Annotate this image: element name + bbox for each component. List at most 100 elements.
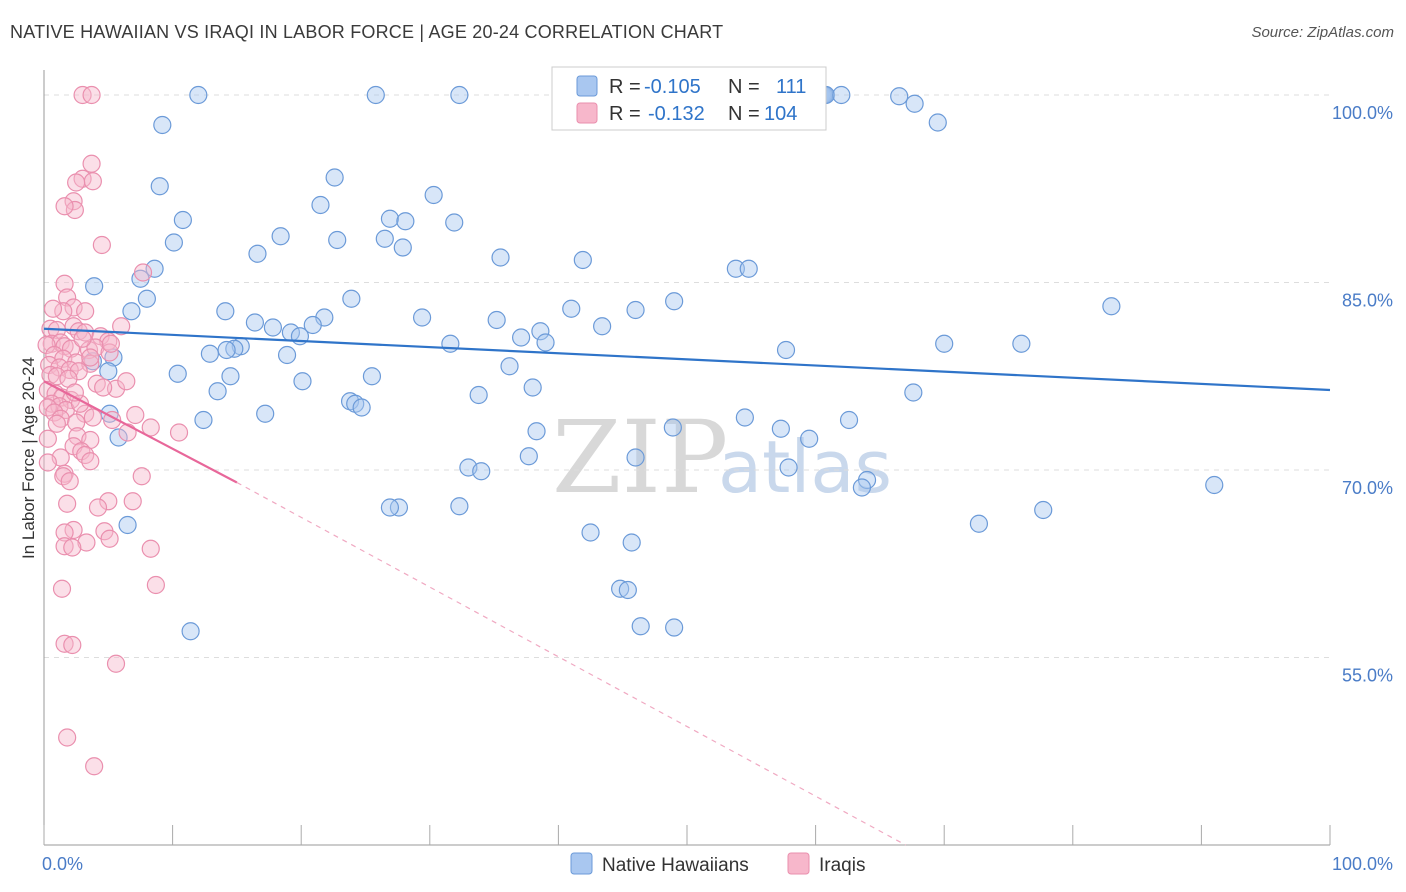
iraqis-point-80 xyxy=(88,498,108,517)
native-hawaiians-point-41 xyxy=(342,289,361,308)
iraqis-point-45 xyxy=(106,379,126,398)
iraqis-point-29 xyxy=(61,339,81,358)
iraqis-point-79 xyxy=(99,492,118,511)
native-hawaiians-point-18 xyxy=(424,185,443,205)
native-hawaiians-point-91 xyxy=(779,458,798,477)
watermark: ZIP atlas xyxy=(552,399,892,516)
stats-n-label-pink: N = xyxy=(728,103,760,125)
iraqis-point-96 xyxy=(81,348,100,367)
iraqis-point-16 xyxy=(43,299,63,318)
iraqis-point-76 xyxy=(60,472,79,491)
iraqis-point-89 xyxy=(146,575,165,595)
iraqis-point-8 xyxy=(55,197,74,216)
trend-lines xyxy=(43,327,1331,846)
iraqis-point-31 xyxy=(86,338,105,357)
native-hawaiians-point-19 xyxy=(173,210,192,230)
native-hawaiians-point-87 xyxy=(800,429,819,448)
native-hawaiians-point-100 xyxy=(1034,500,1053,520)
native-hawaiians-point-75 xyxy=(904,383,923,402)
native-hawaiians-point-69 xyxy=(221,367,240,386)
native-hawaiians-point-35 xyxy=(85,277,104,296)
native-hawaiians-point-102 xyxy=(118,515,137,535)
native-hawaiians-point-62 xyxy=(1012,334,1031,353)
native-hawaiians-point-54 xyxy=(512,328,531,347)
y-axis-label: In Labor Force | Age 20-24 xyxy=(19,357,38,559)
native-hawaiians-point-46 xyxy=(245,313,265,332)
iraqis-point-102 xyxy=(73,329,92,348)
stats-swatch-blue xyxy=(576,75,598,97)
native-hawaiians-point-17 xyxy=(311,195,330,215)
stats-r-value-pink: -0.132 xyxy=(648,103,705,125)
iraqis-point-4 xyxy=(83,172,102,191)
native-hawaiians-point-83 xyxy=(839,410,859,430)
native-hawaiians-point-28 xyxy=(248,244,267,263)
native-hawaiians-point-82 xyxy=(735,408,754,427)
y-tick-label-2: 70.0% xyxy=(1342,478,1393,498)
native-hawaiians-point-96 xyxy=(1205,475,1224,495)
y-tick-label-0: 100.0% xyxy=(1332,103,1393,123)
native-hawaiians-point-2 xyxy=(450,85,469,105)
iraqis-point-87 xyxy=(63,538,82,557)
native-hawaiians-point-55 xyxy=(441,334,460,353)
native-hawaiians-point-85 xyxy=(771,419,790,438)
native-hawaiians-point-89 xyxy=(519,447,538,466)
iraqis-point-11 xyxy=(55,274,74,293)
iraqis-point-7 xyxy=(65,200,84,220)
native-hawaiians-point-104 xyxy=(622,533,641,552)
native-hawaiians-point-73 xyxy=(208,382,227,401)
iraqis-point-85 xyxy=(77,533,96,552)
native-hawaiians-point-1 xyxy=(366,85,385,105)
iraqis-point-14 xyxy=(76,302,95,321)
native-hawaiians-point-29 xyxy=(491,248,510,267)
y-tick-label-3: 55.0% xyxy=(1342,666,1393,686)
native-hawaiians-point-31 xyxy=(145,259,164,278)
iraqis-point-13 xyxy=(64,298,83,317)
native-hawaiians-point-108 xyxy=(665,618,684,637)
iraqis-point-99 xyxy=(47,414,66,433)
native-hawaiians-point-15 xyxy=(325,168,344,187)
native-hawaiians-point-106 xyxy=(618,580,637,600)
native-hawaiians-point-58 xyxy=(217,340,236,360)
iraqis-point-9 xyxy=(92,235,111,255)
native-hawaiians-point-70 xyxy=(362,367,382,386)
native-hawaiians-point-25 xyxy=(375,229,394,248)
stats-n-value-pink: 104 xyxy=(764,103,797,125)
native-hawaiians-point-48 xyxy=(593,317,612,336)
native-hawaiians-point-22 xyxy=(445,213,464,232)
iraqis-point-5 xyxy=(67,173,86,192)
iraqis-point-27 xyxy=(37,335,56,355)
native-hawaiians-point-74 xyxy=(469,385,488,405)
native-hawaiians-point-32 xyxy=(726,259,745,278)
iraqis-point-100 xyxy=(117,372,136,391)
legend-label-native-hawaiians: Native Hawaiians xyxy=(602,855,749,876)
legend-swatch-iraqis xyxy=(787,852,810,875)
native-hawaiians-point-11 xyxy=(890,87,909,106)
native-hawaiians-point-40 xyxy=(216,302,235,321)
stats-legend: R = -0.105 N = 111 R = -0.132 N = 104 xyxy=(551,66,827,131)
native-hawaiians-point-107 xyxy=(631,617,650,636)
iraqis-point-78 xyxy=(58,494,77,513)
watermark-zip: ZIP xyxy=(552,399,728,516)
stats-swatch-pink xyxy=(576,102,598,124)
iraqis-point-82 xyxy=(55,523,74,542)
native-hawaiians-point-86 xyxy=(527,422,546,441)
native-hawaiians-point-67 xyxy=(500,357,519,376)
native-hawaiians-point-36 xyxy=(137,289,156,308)
stats-n-value-blue: 111 xyxy=(776,76,806,98)
iraqis-point-94 xyxy=(58,728,77,747)
native-hawaiians-point-61 xyxy=(935,334,954,353)
native-hawaiians-point-26 xyxy=(164,233,183,252)
iraqis-point-61 xyxy=(141,418,160,437)
iraqis-point-72 xyxy=(38,453,57,472)
watermark-atlas: atlas xyxy=(718,425,892,509)
native-hawaiians-point-10 xyxy=(832,85,851,105)
native-hawaiians-point-103 xyxy=(581,523,600,542)
native-hawaiians-point-52 xyxy=(531,322,550,341)
native-hawaiians-point-24 xyxy=(328,230,347,250)
native-hawaiians-point-39 xyxy=(626,300,645,320)
iraqis-point-86 xyxy=(55,537,74,556)
native-hawaiians-point-99 xyxy=(380,498,400,517)
native-hawaiians-point-16 xyxy=(150,177,169,196)
native-hawaiians-point-20 xyxy=(380,209,400,228)
